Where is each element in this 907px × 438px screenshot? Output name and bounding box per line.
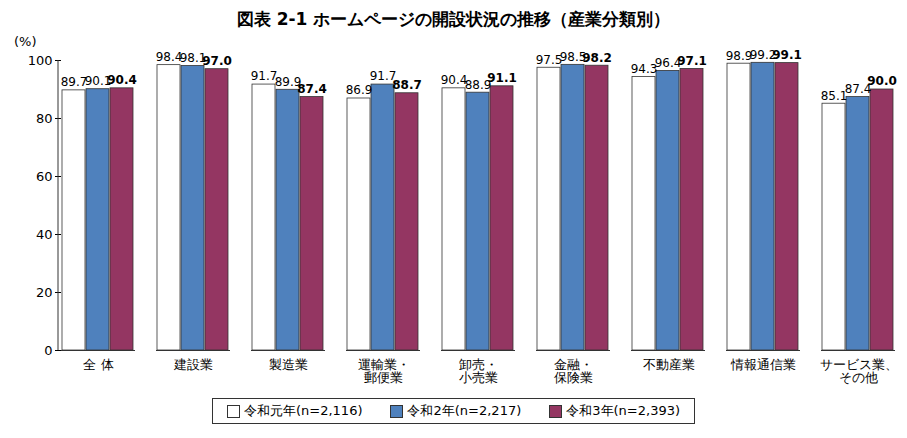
svg-text:製造業: 製造業 bbox=[269, 357, 308, 372]
html-text:令和元年(n=2,116): 令和元年(n=2,116) bbox=[244, 403, 363, 418]
svg-text:89.9: 89.9 bbox=[274, 74, 302, 89]
svg-text:98.2: 98.2 bbox=[582, 51, 612, 65]
svg-text:97.1: 97.1 bbox=[677, 54, 707, 68]
svg-text:87.4: 87.4 bbox=[844, 81, 872, 96]
svg-text:85.1: 85.1 bbox=[821, 89, 848, 103]
svg-text:98.1: 98.1 bbox=[179, 50, 207, 65]
svg-text:88.9: 88.9 bbox=[464, 77, 492, 92]
svg-text:91.7: 91.7 bbox=[251, 69, 278, 83]
svg-text:98.9: 98.9 bbox=[726, 49, 753, 63]
svg-text:情報通信業: 情報通信業 bbox=[730, 357, 796, 372]
svg-text:99.1: 99.1 bbox=[772, 48, 802, 62]
svg-text:40: 40 bbox=[36, 227, 53, 242]
svg-text:91.7: 91.7 bbox=[369, 69, 397, 84]
html-text:令和2年(n=2,217): 令和2年(n=2,217) bbox=[407, 403, 522, 418]
svg-text:90.1: 90.1 bbox=[84, 74, 112, 89]
svg-text:建設業: 建設業 bbox=[173, 357, 213, 372]
svg-text:全 体: 全 体 bbox=[83, 357, 113, 372]
svg-text:94.3: 94.3 bbox=[631, 62, 658, 76]
svg-text:60: 60 bbox=[36, 169, 53, 184]
svg-text:サービス業、その他: サービス業、その他 bbox=[820, 357, 898, 385]
svg-text:97.5: 97.5 bbox=[536, 53, 563, 67]
svg-text:90.0: 90.0 bbox=[867, 74, 897, 88]
svg-text:88.7: 88.7 bbox=[392, 78, 422, 92]
svg-text:80: 80 bbox=[36, 111, 53, 126]
svg-text:91.1: 91.1 bbox=[487, 71, 517, 85]
svg-text:97.0: 97.0 bbox=[202, 54, 232, 68]
svg-text:0: 0 bbox=[44, 343, 52, 358]
svg-text:87.4: 87.4 bbox=[297, 82, 327, 96]
svg-text:100: 100 bbox=[28, 53, 53, 68]
svg-text:99.2: 99.2 bbox=[749, 47, 777, 62]
svg-text:20: 20 bbox=[36, 285, 53, 300]
svg-text:98.5: 98.5 bbox=[559, 49, 587, 64]
svg-text:98.4: 98.4 bbox=[156, 50, 183, 64]
svg-text:金融・保険業: 金融・保険業 bbox=[554, 357, 593, 385]
svg-text:90.4: 90.4 bbox=[107, 73, 137, 87]
svg-text:卸売・小売業: 卸売・小売業 bbox=[459, 357, 498, 385]
svg-text:86.9: 86.9 bbox=[346, 83, 373, 97]
svg-text:90.4: 90.4 bbox=[441, 73, 468, 87]
html-text:令和3年(n=2,393): 令和3年(n=2,393) bbox=[566, 403, 680, 418]
svg-text:運輸業・郵便業: 運輸業・郵便業 bbox=[358, 357, 410, 385]
svg-text:89.7: 89.7 bbox=[61, 75, 88, 89]
svg-text:不動産業: 不動産業 bbox=[643, 357, 695, 372]
svg-text:96.4: 96.4 bbox=[654, 55, 682, 70]
html-text:図表 2-1 ホームページの開設状況の推移（産業分類別）: 図表 2-1 ホームページの開設状況の推移（産業分類別） bbox=[236, 9, 671, 29]
